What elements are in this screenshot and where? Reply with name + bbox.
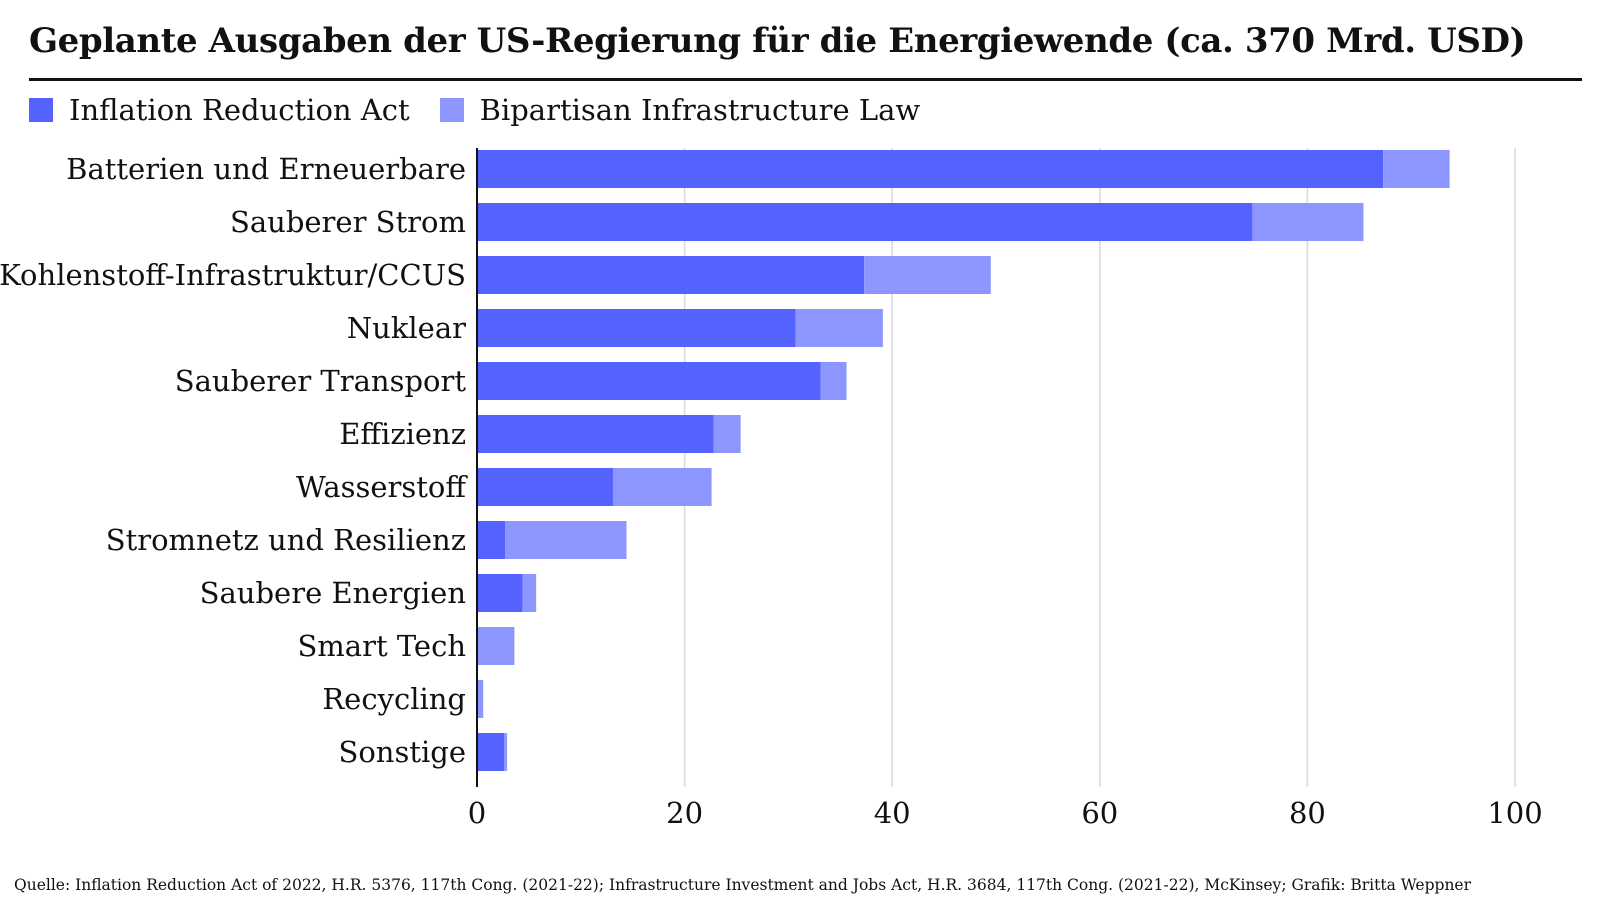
title-rule (29, 78, 1582, 81)
bar-bil-7 (505, 521, 627, 559)
source-note: Quelle: Inflation Reduction Act of 2022,… (14, 876, 1472, 894)
bar-bil-9 (477, 627, 515, 665)
bar-ira-2 (477, 256, 865, 294)
bar-ira-3 (477, 309, 796, 347)
bar-ira-6 (477, 468, 613, 506)
bar-bil-2 (864, 256, 991, 294)
category-label-1: Sauberer Strom (230, 205, 466, 239)
bar-bil-4 (820, 362, 847, 400)
bar-bil-3 (795, 309, 883, 347)
bar-ira-4 (477, 362, 821, 400)
bar-bil-8 (522, 574, 537, 612)
category-label-9: Smart Tech (297, 629, 466, 663)
bar-ira-0 (477, 150, 1384, 188)
stacked-bar-chart: Batterien und Erneuerbare Sauberer Strom K… (0, 148, 1543, 830)
category-label-6: Wasserstoff (296, 470, 468, 504)
bar-bil-10 (477, 680, 484, 718)
category-label-4: Sauberer Transport (175, 364, 467, 398)
legend-swatch-bil (439, 98, 464, 122)
bar-ira-8 (477, 574, 523, 612)
category-label-8: Saubere Energien (200, 576, 466, 610)
bar-bil-0 (1383, 150, 1450, 188)
category-label-3: Nuklear (347, 311, 466, 345)
legend-item-bil: Bipartisan Infrastructure Law (439, 93, 921, 127)
category-label-2: Kohlenstoff-Infrastruktur/CCUS (0, 258, 466, 292)
bar-ira-5 (477, 415, 714, 453)
legend-label-ira: Inflation Reduction Act (69, 93, 410, 127)
bar-ira-7 (477, 521, 506, 559)
bar-bil-5 (713, 415, 741, 453)
category-label-10: Recycling (322, 682, 466, 716)
category-label-5: Effizienz (339, 417, 466, 451)
chart-title: Geplante Ausgaben der US-Regierung für d… (29, 21, 1526, 61)
x-tick-label-2: 40 (874, 796, 911, 830)
x-tick-label-4: 80 (1289, 796, 1326, 830)
x-tick-label-0: 0 (468, 796, 486, 830)
legend: Inflation Reduction Act Bipartisan Infra… (29, 90, 920, 130)
legend-swatch-ira (29, 98, 53, 122)
category-label-7: Stromnetz und Resilienz (106, 523, 466, 557)
bar-ira-1 (477, 203, 1253, 241)
bar-bil-1 (1252, 203, 1364, 241)
legend-label-bil: Bipartisan Infrastructure Law (479, 93, 921, 127)
bar-bil-11 (503, 733, 508, 771)
x-tick-label-5: 100 (1487, 796, 1542, 830)
category-label-11: Sonstige (338, 735, 466, 769)
category-label-0: Batterien und Erneuerbare (66, 152, 466, 186)
x-tick-label-3: 60 (1081, 796, 1118, 830)
legend-item-ira: Inflation Reduction Act (29, 93, 410, 127)
bar-ira-11 (477, 733, 504, 771)
bar-bil-6 (612, 468, 712, 506)
x-tick-label-1: 20 (666, 796, 703, 830)
